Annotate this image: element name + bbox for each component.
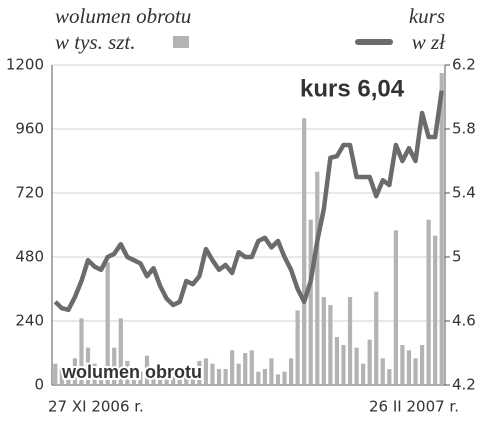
bar (354, 347, 359, 385)
x-tick-label: 27 XI 2006 r. (48, 398, 144, 416)
bar (282, 371, 287, 385)
bar (269, 358, 274, 385)
bar (85, 347, 91, 385)
bar (164, 374, 169, 385)
bar (315, 171, 320, 385)
bar (374, 291, 379, 385)
bar (184, 377, 189, 385)
legend-unit: w zł (412, 30, 446, 54)
bar (302, 118, 307, 385)
bar (105, 262, 110, 385)
legend-unit: w tys. szt. (55, 30, 136, 54)
bar (59, 366, 64, 385)
y2-tick-label: 4.2 (452, 376, 476, 394)
bar (328, 305, 333, 385)
bar (295, 310, 300, 385)
annotation: kurs 6,04 (300, 75, 405, 102)
legend-swatch (173, 36, 189, 48)
bar (177, 379, 182, 385)
bar (72, 358, 78, 385)
bar (387, 369, 392, 385)
bar (347, 297, 353, 385)
bar (426, 219, 431, 385)
y2-tick-label: 5 (452, 248, 462, 266)
x-tick-label: 26 II 2007 r. (369, 398, 459, 416)
bar (406, 350, 412, 385)
bar (249, 350, 254, 385)
bar (92, 363, 97, 385)
bar (99, 369, 104, 385)
y2-tick-label: 6.2 (452, 56, 476, 74)
bar (66, 369, 71, 385)
bar (275, 374, 281, 385)
bar (419, 345, 425, 385)
bar (256, 371, 261, 385)
bar (125, 361, 130, 385)
bar (151, 369, 156, 385)
bar (400, 345, 405, 385)
y2-tick-label: 5.8 (452, 120, 476, 138)
bar (433, 235, 438, 385)
bar (236, 363, 241, 385)
bar (112, 347, 117, 385)
bar (118, 318, 123, 385)
legend-label: wolumen obrotu (55, 4, 191, 28)
bar (79, 318, 84, 385)
bar (190, 366, 195, 385)
y-tick-label: 480 (15, 248, 44, 266)
bar (157, 371, 163, 385)
bar (144, 355, 150, 385)
line (53, 90, 444, 313)
bar (138, 371, 143, 385)
bar (223, 369, 228, 385)
bar (380, 358, 385, 385)
bar (53, 363, 58, 385)
y2-tick-label: 5.4 (452, 184, 476, 202)
bar (197, 361, 202, 385)
bar (243, 353, 248, 385)
bar (171, 377, 176, 385)
y-tick-label: 720 (15, 184, 44, 202)
bar (393, 230, 398, 385)
y-tick-label: 960 (15, 120, 44, 138)
bar (203, 358, 209, 385)
bar (230, 350, 235, 385)
bar (262, 369, 267, 385)
bar (341, 345, 346, 385)
y-tick-label: 0 (34, 376, 44, 394)
bar (413, 358, 418, 385)
y2-tick-label: 4.6 (452, 312, 476, 330)
bar (439, 73, 444, 385)
bar (367, 339, 372, 385)
bar (308, 219, 313, 385)
bar (361, 363, 366, 385)
bar (334, 337, 340, 385)
legend-label: kurs (409, 4, 445, 28)
bar (321, 297, 326, 385)
bar (288, 358, 294, 385)
bar (216, 369, 222, 385)
y-tick-label: 1200 (6, 56, 44, 74)
annotation: wolumen obrotu (61, 362, 202, 382)
bar (131, 369, 136, 385)
y-tick-label: 240 (15, 312, 44, 330)
bar (210, 363, 215, 385)
